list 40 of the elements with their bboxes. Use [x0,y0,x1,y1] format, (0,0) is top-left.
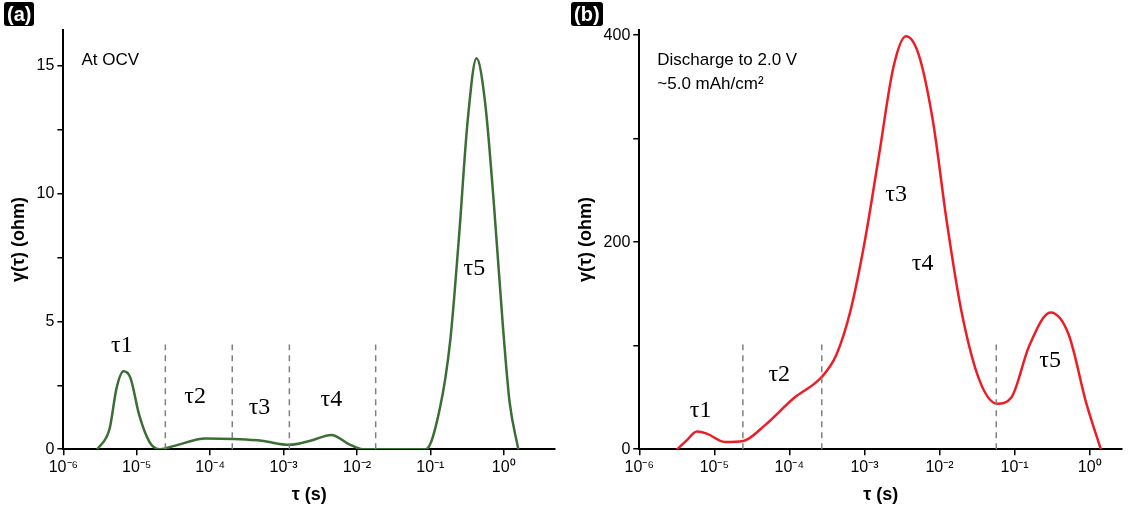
x-tick-label: 10⁰ [491,458,516,476]
x-tick-label: 10⁻⁶ [624,458,654,476]
x-tick-label: 10⁻⁵ [699,458,730,476]
x-axis-title: τ (s) [863,484,899,505]
annotation: τ3 [885,180,907,207]
annotation: τ5 [463,254,486,281]
annotation: τ1 [111,330,133,357]
y-tick-label: 200 [603,232,631,250]
x-tick-label: 10⁻¹ [416,458,445,476]
x-tick-label: 10⁻² [342,458,372,476]
chart-title: (b) [571,2,603,26]
x-tick-label: 10⁻³ [269,458,299,476]
y-axis-title: γ(τ) (ohm) [7,197,28,283]
annotation: τ4 [320,385,343,412]
y-tick-label: 15 [36,56,55,74]
annotation: τ3 [248,393,271,420]
annotation: At OCV [81,50,140,70]
y-tick-label: 10 [36,184,55,201]
y-axis-title: γ(τ) (ohm) [574,197,595,283]
annotation: ~5.0 mAh/cm² [657,74,764,94]
x-tick-label: 10⁻¹ [1000,458,1029,476]
annotation: τ5 [1039,346,1061,373]
y-tick-label: 0 [621,439,631,457]
annotation: τ2 [184,382,206,409]
y-tick-label: 0 [45,439,55,457]
annotation: Discharge to 2.0 V [657,50,798,70]
chart-title: (a) [4,2,35,26]
x-tick-label: 10⁻³ [850,458,880,476]
x-axis-title: τ (s) [291,484,327,505]
y-tick-label: 400 [603,25,631,43]
x-tick-label: 10⁻⁴ [774,458,805,476]
x-tick-label: 10⁻⁵ [122,458,152,476]
x-tick-label: 10⁻⁶ [48,458,79,476]
y-tick-label: 5 [45,311,55,329]
annotation: τ4 [911,248,934,275]
x-tick-label: 10⁰ [1077,458,1102,476]
x-tick-label: 10⁻² [925,458,955,476]
x-tick-label: 10⁻⁴ [195,458,226,476]
annotation: τ1 [689,396,712,423]
annotation: τ2 [768,359,791,386]
